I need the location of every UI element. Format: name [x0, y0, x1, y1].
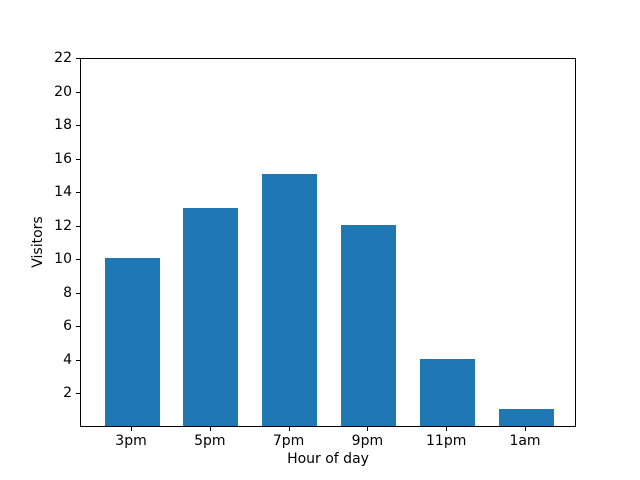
x-tick-mark	[525, 427, 526, 431]
y-tick-label: 20	[54, 83, 72, 100]
y-tick-mark	[76, 359, 80, 361]
y-tick-mark	[76, 326, 80, 328]
y-tick-mark	[76, 91, 80, 93]
y-tick-mark	[76, 158, 80, 160]
x-tick-label: 9pm	[351, 433, 384, 449]
bar-5pm	[183, 207, 239, 426]
y-tick-label: 10	[54, 251, 72, 268]
y-tick-label: 16	[54, 150, 72, 167]
y-tick-label: 14	[54, 184, 72, 201]
x-tick-label: 5pm	[194, 433, 226, 449]
x-axis-label: Hour of day	[287, 451, 369, 467]
bar-1am	[498, 409, 554, 426]
y-axis-label: Visitors	[30, 216, 46, 268]
y-tick-mark	[76, 58, 80, 59]
x-tick-label: 1am	[509, 433, 541, 449]
y-tick-label: 4	[63, 351, 72, 368]
bar-11pm	[419, 358, 475, 426]
bar-9pm	[340, 224, 396, 426]
y-tick-label: 12	[54, 217, 72, 234]
x-tick-mark	[367, 427, 369, 431]
y-tick-mark	[76, 292, 80, 294]
y-tick-label: 6	[63, 318, 72, 335]
x-tick-mark	[288, 427, 290, 431]
x-tick-label: 7pm	[272, 433, 305, 449]
y-tick-mark	[76, 125, 80, 127]
plot-area	[80, 58, 576, 427]
y-tick-mark	[76, 192, 80, 194]
y-tick-label: 2	[63, 385, 72, 402]
x-tick-label: 3pm	[115, 433, 147, 449]
x-tick-mark	[446, 427, 448, 431]
x-tick-label: 11pm	[426, 433, 467, 449]
y-tick-mark	[76, 259, 80, 261]
y-tick-mark	[76, 393, 80, 395]
y-tick-label: 8	[63, 284, 72, 301]
x-tick-mark	[131, 427, 132, 431]
y-tick-label: 18	[54, 117, 72, 134]
bar-3pm	[104, 258, 160, 426]
x-tick-mark	[209, 427, 211, 431]
y-tick-mark	[76, 225, 80, 227]
y-tick-label: 22	[54, 50, 72, 66]
bar-7pm	[262, 174, 318, 426]
